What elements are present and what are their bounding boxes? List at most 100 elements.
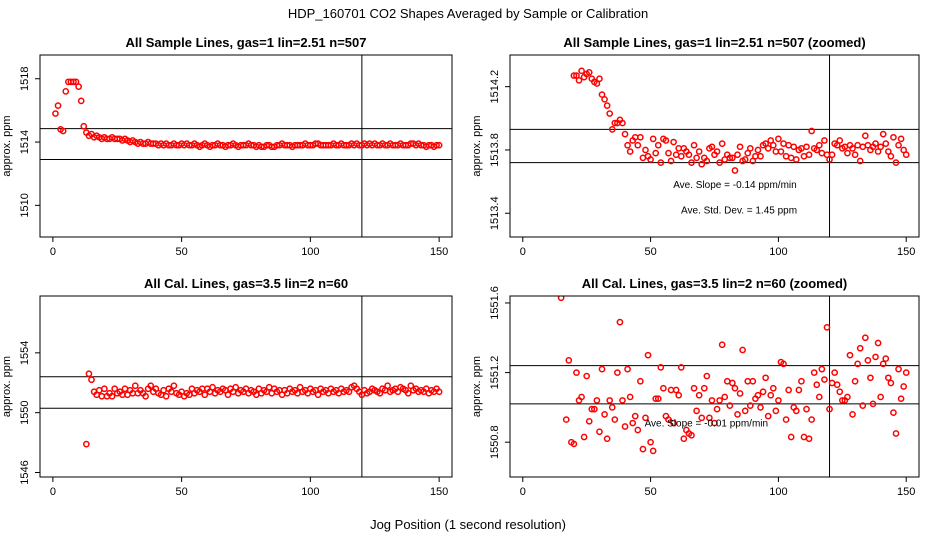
data-point bbox=[798, 377, 805, 385]
data-point bbox=[680, 435, 688, 443]
data-point bbox=[749, 377, 757, 385]
data-point bbox=[578, 393, 585, 401]
data-point bbox=[85, 370, 93, 378]
y-axis-label: approx. ppm bbox=[471, 115, 483, 176]
data-point bbox=[703, 372, 711, 380]
x-tick-label: 150 bbox=[430, 486, 448, 498]
data-point bbox=[80, 122, 88, 130]
data-point bbox=[782, 416, 790, 423]
data-point bbox=[854, 360, 862, 368]
data-point bbox=[803, 405, 810, 413]
data-point bbox=[591, 405, 598, 413]
data-point bbox=[877, 393, 885, 401]
data-point bbox=[670, 138, 677, 146]
data-point bbox=[698, 414, 706, 422]
data-points bbox=[52, 78, 443, 151]
data-point bbox=[657, 159, 665, 166]
data-point bbox=[608, 126, 616, 133]
data-point bbox=[108, 392, 116, 400]
data-point bbox=[844, 149, 851, 157]
figure-title: HDP_160701 CO2 Shapes Averaged by Sample… bbox=[288, 6, 648, 21]
data-point bbox=[580, 433, 588, 441]
data-point bbox=[902, 369, 910, 376]
data-point bbox=[131, 382, 139, 390]
panel-title: All Cal. Lines, gas=3.5 lin=2 n=60 bbox=[144, 276, 348, 291]
data-point bbox=[624, 365, 631, 373]
data-point bbox=[716, 159, 723, 166]
data-point bbox=[734, 151, 741, 159]
data-point bbox=[585, 417, 593, 425]
data-point bbox=[665, 149, 672, 157]
data-point bbox=[808, 416, 815, 423]
data-point bbox=[805, 435, 813, 443]
panel-title: All Sample Lines, gas=1 lin=2.51 n=507 (… bbox=[563, 35, 865, 50]
data-point bbox=[611, 416, 619, 423]
y-tick-label: 1550.8 bbox=[489, 425, 501, 459]
x-tick-label: 150 bbox=[897, 246, 915, 258]
y-tick-label: 1514.2 bbox=[489, 70, 501, 104]
data-point bbox=[677, 152, 685, 160]
x-tick-label: 150 bbox=[430, 246, 448, 258]
data-point bbox=[433, 141, 440, 149]
panel-2: All Sample Lines, gas=1 lin=2.51 n=507 (… bbox=[471, 35, 920, 258]
data-point bbox=[142, 392, 149, 400]
y-tick-label: 1551.2 bbox=[489, 356, 501, 390]
x-tick-label: 100 bbox=[769, 246, 787, 258]
data-point bbox=[670, 419, 677, 427]
data-point bbox=[695, 148, 703, 155]
data-point bbox=[583, 372, 591, 380]
data-point bbox=[698, 160, 706, 168]
data-point bbox=[895, 365, 902, 373]
data-point bbox=[575, 76, 583, 84]
data-point bbox=[162, 392, 170, 400]
data-point bbox=[54, 102, 62, 109]
data-point bbox=[769, 384, 777, 392]
data-point bbox=[626, 393, 634, 401]
data-point bbox=[872, 353, 879, 361]
data-point bbox=[718, 341, 726, 349]
data-point bbox=[767, 391, 775, 399]
panel-1: All Sample Lines, gas=1 lin=2.51 n=507 ap… bbox=[1, 35, 453, 258]
data-point bbox=[598, 365, 606, 373]
data-point bbox=[654, 141, 662, 149]
panel-4: All Cal. Lines, gas=3.5 lin=2 n=60 (zoom… bbox=[471, 276, 920, 498]
data-point bbox=[726, 154, 734, 162]
data-point bbox=[790, 143, 798, 151]
data-point bbox=[731, 167, 739, 174]
data-point bbox=[823, 323, 831, 331]
data-point bbox=[693, 154, 700, 162]
data-point bbox=[713, 405, 721, 413]
annotation: Ave. Std. Dev. = 1.45 ppm bbox=[681, 205, 797, 216]
data-point bbox=[856, 157, 864, 165]
data-point bbox=[754, 391, 762, 399]
data-point bbox=[736, 143, 744, 151]
data-point bbox=[606, 397, 614, 404]
data-point bbox=[573, 369, 580, 376]
data-point bbox=[652, 395, 660, 403]
data-point bbox=[884, 374, 892, 382]
data-point bbox=[631, 412, 639, 420]
data-point bbox=[741, 407, 749, 415]
data-point bbox=[869, 400, 877, 408]
data-point bbox=[642, 414, 649, 422]
data-point bbox=[70, 78, 77, 86]
data-point bbox=[736, 390, 744, 397]
data-point bbox=[741, 156, 749, 163]
data-point bbox=[754, 146, 762, 154]
data-point bbox=[644, 351, 652, 359]
data-point bbox=[685, 151, 693, 159]
data-point bbox=[649, 135, 657, 143]
data-point bbox=[706, 414, 713, 422]
data-point bbox=[62, 88, 70, 95]
data-point bbox=[795, 386, 803, 394]
data-point bbox=[170, 382, 178, 390]
y-tick-label: 1513.8 bbox=[489, 133, 501, 167]
data-point bbox=[902, 151, 910, 159]
data-point bbox=[775, 397, 782, 404]
data-point bbox=[803, 143, 810, 151]
data-point bbox=[314, 391, 322, 399]
data-point bbox=[757, 152, 764, 160]
data-point bbox=[769, 141, 777, 149]
data-point bbox=[690, 141, 698, 149]
plot-frame bbox=[39, 295, 453, 478]
